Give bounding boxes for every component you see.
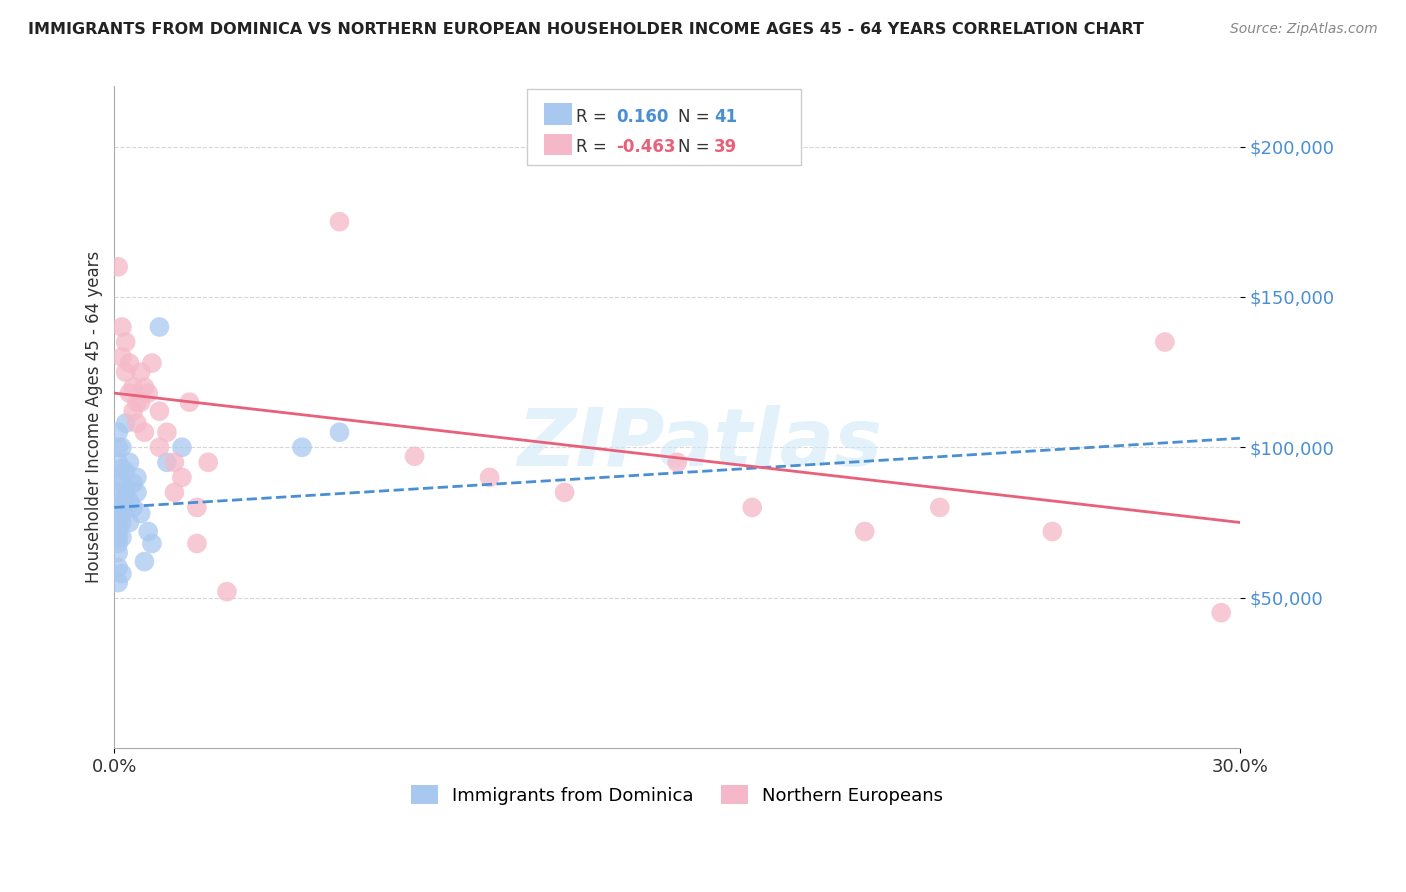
Point bbox=[163, 455, 186, 469]
Point bbox=[114, 334, 136, 349]
Point bbox=[114, 485, 136, 500]
Point bbox=[107, 516, 129, 530]
Point bbox=[156, 455, 179, 469]
Point bbox=[111, 461, 134, 475]
Point bbox=[1040, 524, 1063, 539]
Point bbox=[111, 320, 134, 334]
Point bbox=[163, 485, 186, 500]
Point bbox=[148, 440, 170, 454]
Point bbox=[107, 524, 129, 539]
Point bbox=[129, 507, 152, 521]
Point bbox=[179, 395, 201, 409]
Point bbox=[148, 404, 170, 418]
Point bbox=[125, 470, 148, 484]
Point bbox=[141, 536, 163, 550]
Point bbox=[107, 545, 129, 559]
Point bbox=[107, 500, 129, 515]
Point bbox=[111, 566, 134, 581]
Point bbox=[136, 386, 159, 401]
Point bbox=[107, 455, 129, 469]
Point bbox=[122, 476, 145, 491]
Point bbox=[741, 500, 763, 515]
Point bbox=[554, 485, 576, 500]
Point bbox=[111, 507, 134, 521]
Point bbox=[107, 440, 129, 454]
Point bbox=[928, 500, 950, 515]
Text: R =: R = bbox=[576, 108, 613, 126]
Point bbox=[136, 524, 159, 539]
Text: ZIPatlas: ZIPatlas bbox=[517, 405, 882, 483]
Y-axis label: Householder Income Ages 45 - 64 years: Householder Income Ages 45 - 64 years bbox=[86, 251, 103, 583]
Point bbox=[853, 524, 876, 539]
Point bbox=[125, 485, 148, 500]
Point bbox=[125, 416, 148, 430]
Point bbox=[156, 425, 179, 440]
Point bbox=[134, 380, 156, 394]
Point bbox=[186, 536, 208, 550]
Text: R =: R = bbox=[576, 138, 613, 156]
Point bbox=[111, 350, 134, 364]
Point bbox=[134, 425, 156, 440]
Point bbox=[122, 380, 145, 394]
Point bbox=[107, 531, 129, 545]
Point bbox=[170, 440, 193, 454]
Point bbox=[134, 555, 156, 569]
Point bbox=[122, 500, 145, 515]
Point bbox=[118, 386, 141, 401]
Text: -0.463: -0.463 bbox=[616, 138, 675, 156]
Text: N =: N = bbox=[678, 108, 714, 126]
Point bbox=[148, 320, 170, 334]
Point bbox=[129, 365, 152, 379]
Point bbox=[122, 404, 145, 418]
Point bbox=[1211, 606, 1233, 620]
Legend: Immigrants from Dominica, Northern Europeans: Immigrants from Dominica, Northern Europ… bbox=[404, 778, 950, 812]
Point bbox=[107, 485, 129, 500]
Point bbox=[111, 516, 134, 530]
Point bbox=[114, 416, 136, 430]
Point bbox=[129, 395, 152, 409]
Point bbox=[118, 494, 141, 508]
Point bbox=[107, 260, 129, 274]
Point bbox=[328, 425, 350, 440]
Text: 0.160: 0.160 bbox=[616, 108, 668, 126]
Point bbox=[107, 470, 129, 484]
Point bbox=[215, 584, 238, 599]
Text: 39: 39 bbox=[714, 138, 738, 156]
Point bbox=[666, 455, 689, 469]
Point bbox=[107, 575, 129, 590]
Point bbox=[125, 395, 148, 409]
Point bbox=[118, 516, 141, 530]
Point bbox=[141, 356, 163, 370]
Point bbox=[111, 494, 134, 508]
Point bbox=[118, 455, 141, 469]
Point bbox=[114, 365, 136, 379]
Point bbox=[197, 455, 219, 469]
Point bbox=[107, 425, 129, 440]
Point bbox=[111, 476, 134, 491]
Point bbox=[114, 500, 136, 515]
Point bbox=[118, 356, 141, 370]
Text: IMMIGRANTS FROM DOMINICA VS NORTHERN EUROPEAN HOUSEHOLDER INCOME AGES 45 - 64 YE: IMMIGRANTS FROM DOMINICA VS NORTHERN EUR… bbox=[28, 22, 1144, 37]
Point bbox=[107, 560, 129, 574]
Point bbox=[107, 536, 129, 550]
Point bbox=[478, 470, 501, 484]
Point bbox=[291, 440, 314, 454]
Point bbox=[404, 450, 426, 464]
Point bbox=[111, 531, 134, 545]
Text: N =: N = bbox=[678, 138, 714, 156]
Text: Source: ZipAtlas.com: Source: ZipAtlas.com bbox=[1230, 22, 1378, 37]
Point bbox=[186, 500, 208, 515]
Point bbox=[328, 215, 350, 229]
Point bbox=[114, 464, 136, 478]
Point bbox=[1154, 334, 1177, 349]
Point bbox=[170, 470, 193, 484]
Text: 41: 41 bbox=[714, 108, 737, 126]
Point bbox=[111, 440, 134, 454]
